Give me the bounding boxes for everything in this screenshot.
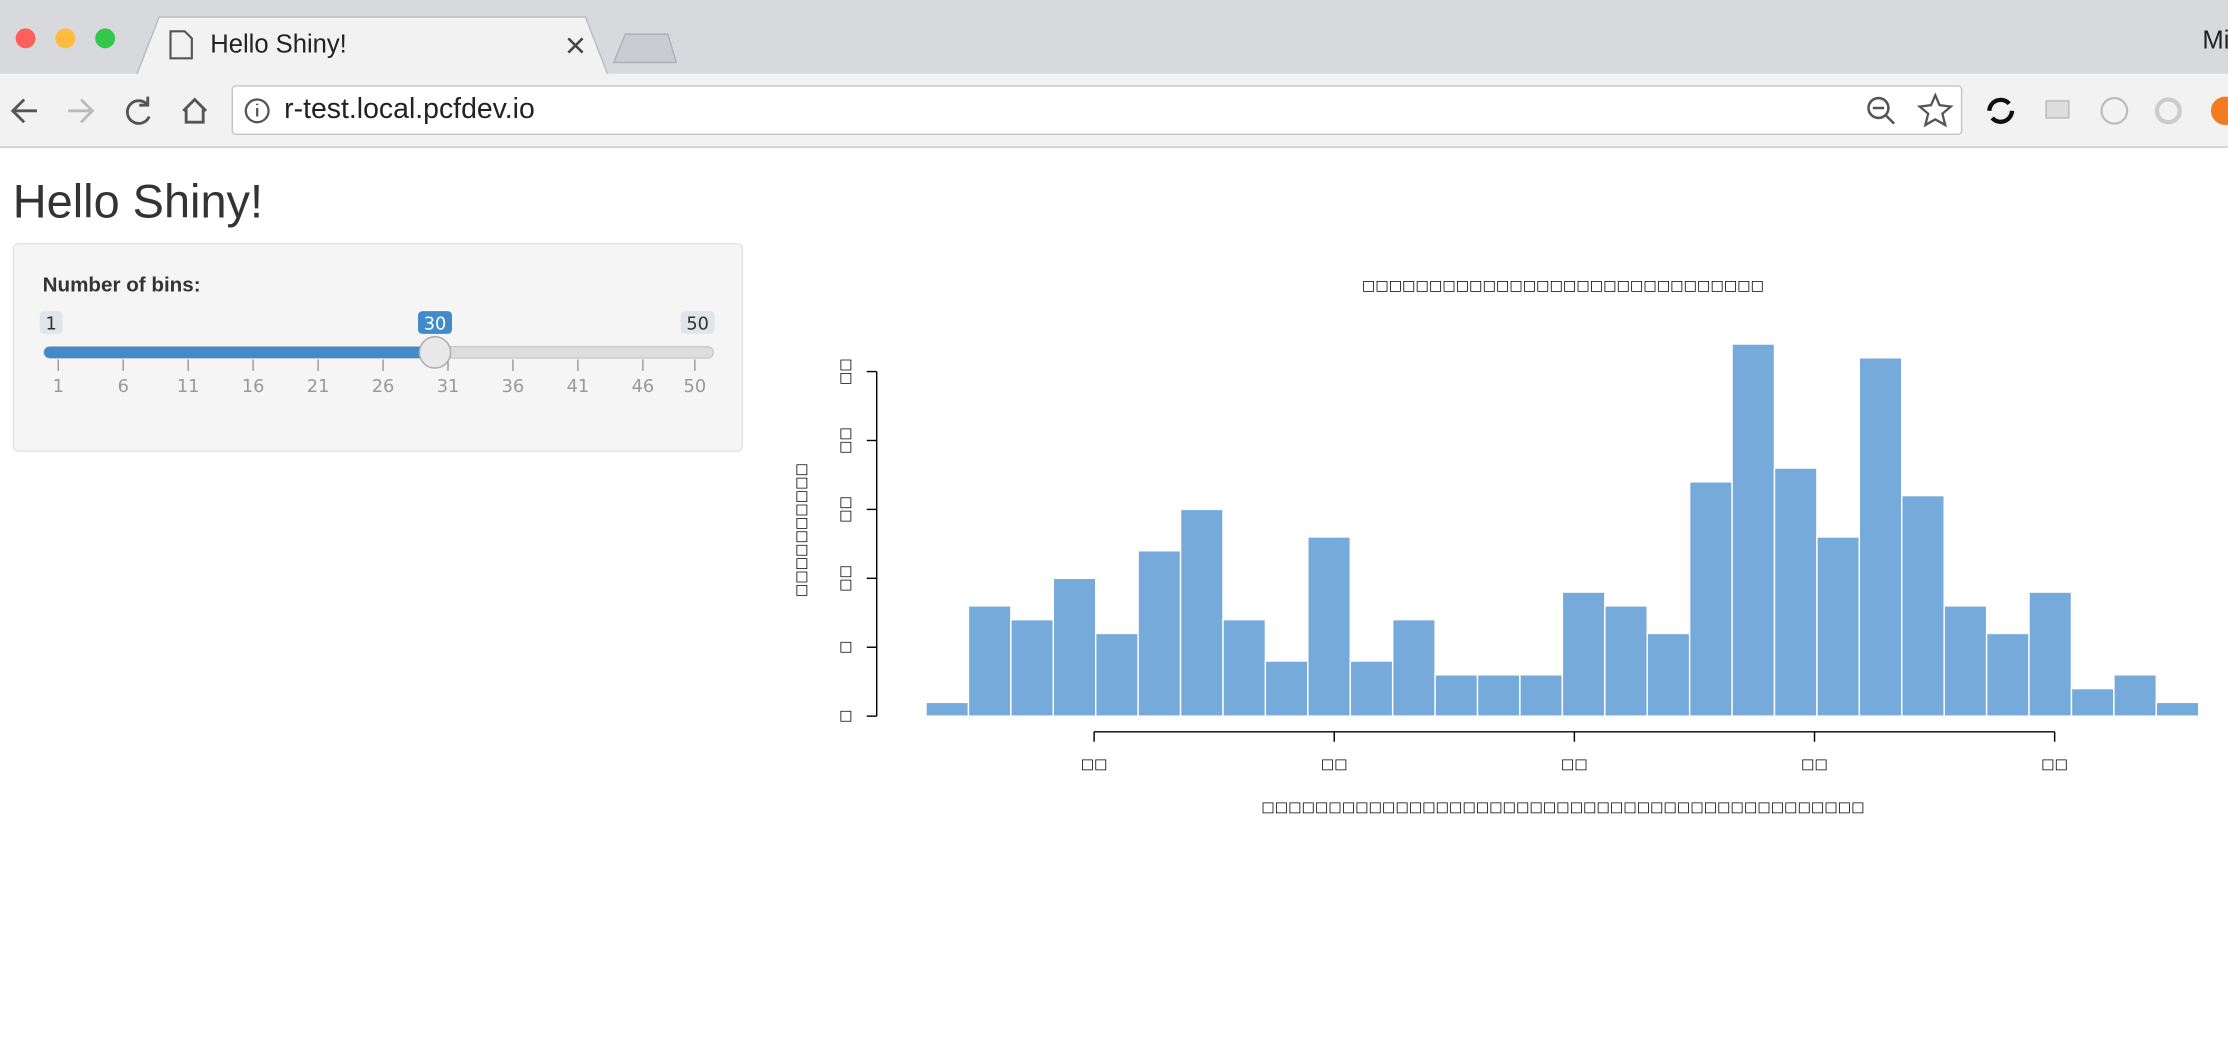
slider-tick-label: 31 <box>437 377 460 397</box>
slider-handle[interactable] <box>418 336 452 369</box>
slider-tick-label: 6 <box>118 377 129 397</box>
bar <box>1052 577 1097 717</box>
bar <box>1561 591 1606 717</box>
close-button[interactable] <box>15 28 36 49</box>
bar <box>1985 632 2030 717</box>
bar <box>1434 674 1479 717</box>
bar <box>1307 536 1351 717</box>
bar <box>1773 467 1818 717</box>
extension-icon[interactable] <box>2210 96 2228 126</box>
slider-badge-text: 30 <box>424 315 447 335</box>
tab-close[interactable] <box>567 37 584 54</box>
bar <box>1688 481 1733 717</box>
slider-badge <box>418 311 452 334</box>
bar <box>1179 508 1224 717</box>
forward-button[interactable] <box>68 98 95 124</box>
slider-tick-label: 50 <box>684 377 707 397</box>
bar <box>1349 660 1394 717</box>
bar <box>1391 618 1436 717</box>
home-button[interactable] <box>182 97 208 124</box>
y-tick-label: □ <box>838 709 854 722</box>
x-tick-label: □□ <box>1801 757 1828 773</box>
toolbar-icons <box>10 92 2228 128</box>
y-tick-label: □□ <box>838 565 854 592</box>
url-text[interactable]: r-test.local.pcfdev.io <box>284 93 535 126</box>
slider-badge-text: 1 <box>46 315 57 335</box>
bookmark-star[interactable] <box>1916 92 1954 128</box>
bar <box>1137 550 1182 717</box>
slider-badge-text: 50 <box>686 315 709 335</box>
minimize-button[interactable] <box>55 28 76 49</box>
extension-icon[interactable] <box>2154 97 2182 125</box>
back-button[interactable] <box>10 98 37 124</box>
bar <box>1519 674 1564 717</box>
slider-tick-label: 11 <box>177 377 200 397</box>
info-icon[interactable] <box>244 98 270 124</box>
slider-tick-label: 26 <box>372 377 395 397</box>
y-tick-label: □□ <box>838 358 854 385</box>
bar <box>1816 536 1861 717</box>
slider-tick-label: 41 <box>567 377 590 397</box>
x-tick-label: □□ <box>2041 757 2068 773</box>
bar <box>1264 660 1309 717</box>
chrome-icons <box>15 16 678 77</box>
slider-tick-label: 46 <box>632 377 655 397</box>
tab-title: Hello Shiny! <box>210 29 347 59</box>
slider-badge <box>680 311 715 334</box>
slider-badge <box>39 311 63 334</box>
zoom-glyph <box>1872 106 1895 125</box>
sync-extension[interactable] <box>1987 97 2015 124</box>
bar <box>925 701 970 717</box>
profile-name[interactable]: Mi <box>2202 25 2228 54</box>
zoom-icon[interactable] <box>1867 96 1890 120</box>
page-title: Hello Shiny! <box>12 174 264 228</box>
y-tick-label: □□ <box>838 496 854 523</box>
bar <box>1095 632 1139 717</box>
bar <box>1731 343 1776 717</box>
bar <box>1222 618 1267 717</box>
slider-tick-label: 1 <box>53 377 64 397</box>
page-icon <box>169 30 193 60</box>
slider-tick-label: 21 <box>307 377 330 397</box>
bar <box>1604 605 1648 717</box>
x-tick-label: □□ <box>1561 757 1588 773</box>
y-tick-label: □ <box>838 641 854 654</box>
address-bar[interactable] <box>231 85 1963 135</box>
slider-bar <box>44 346 436 359</box>
bar <box>2155 701 2200 717</box>
x-axis-label: □□□□□□□□□□□□□□□□□□□□□□□□□□□□□□□□□□□□□□□□… <box>1261 799 1864 815</box>
bar <box>1858 357 1903 717</box>
slider-tick-label: 16 <box>242 377 265 397</box>
extension-icon[interactable] <box>2100 96 2129 125</box>
slider-tick-label: 36 <box>502 377 525 397</box>
bar <box>1901 494 1945 717</box>
bar <box>1476 674 1521 717</box>
y-axis-label: □□□□□□□□□□ <box>794 463 810 597</box>
slider-label: Number of bins: <box>42 274 201 297</box>
reload-button[interactable] <box>126 96 151 125</box>
chart-title: □□□□□□□□□□□□□□□□□□□□□□□□□□□□□□ <box>1362 278 1764 294</box>
y-tick-label: □□ <box>838 427 854 454</box>
x-tick-label: □□ <box>1321 757 1348 773</box>
bar <box>1010 618 1054 717</box>
bar <box>1943 605 1988 717</box>
bar <box>2113 674 2158 717</box>
bar <box>2070 687 2115 717</box>
bar <box>2028 591 2073 717</box>
x-tick-label: □□ <box>1081 757 1108 773</box>
new-tab[interactable] <box>612 33 678 64</box>
extension-icon[interactable] <box>2045 100 2070 119</box>
zoom-button[interactable] <box>95 28 116 49</box>
bar <box>967 605 1012 717</box>
bar <box>1646 632 1691 717</box>
